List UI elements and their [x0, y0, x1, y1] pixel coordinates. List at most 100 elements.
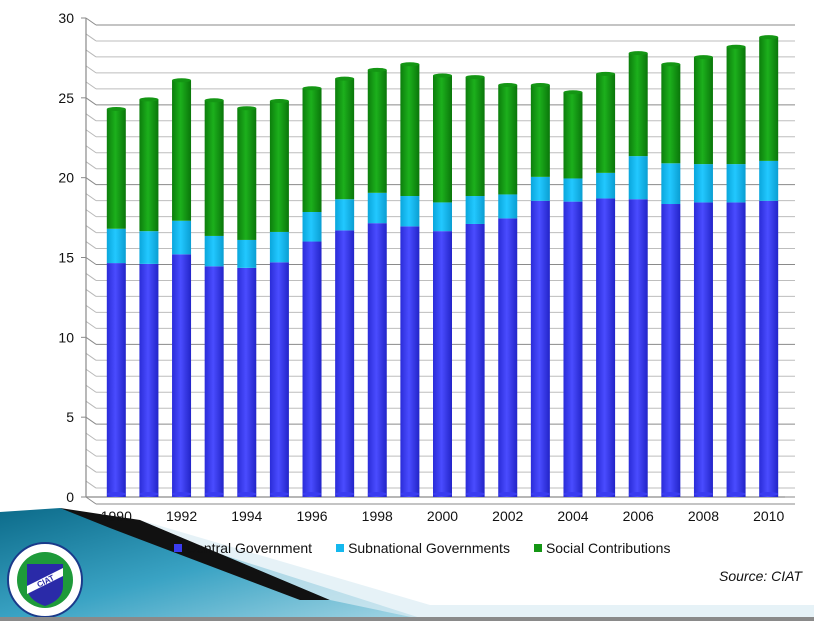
- legend-swatch: [174, 544, 182, 552]
- bar-stack-2004: [563, 90, 583, 497]
- bar-stack-1998: [367, 67, 387, 497]
- bar-base: [237, 492, 257, 496]
- bar-central-government: [693, 202, 713, 498]
- legend-item: Subnational Governments: [336, 540, 510, 556]
- bar-social-contributions: [759, 37, 779, 161]
- gridline-side: [85, 384, 97, 393]
- legend-swatch: [533, 544, 542, 552]
- bar-stack-2010: [759, 35, 779, 497]
- bar-base: [204, 492, 224, 496]
- bar-subnational-governments: [367, 192, 387, 224]
- bar-social-contributions: [628, 53, 648, 157]
- y-tick-label: 25: [58, 90, 74, 106]
- gridline-side: [85, 129, 97, 138]
- bar-base: [400, 492, 420, 496]
- bar-cap: [596, 71, 616, 76]
- bar-stack-1995: [269, 99, 289, 497]
- bar-subnational-governments: [302, 211, 322, 242]
- bar-social-contributions: [661, 64, 681, 164]
- bar-stack-1999: [400, 62, 420, 498]
- bar-cap: [465, 75, 485, 80]
- gridline-side: [85, 33, 97, 42]
- bar-stack-1991: [139, 97, 159, 497]
- bar-subnational-governments: [628, 156, 648, 200]
- bar-base: [367, 492, 387, 496]
- bar-central-government: [498, 218, 518, 498]
- bar-social-contributions: [400, 64, 420, 197]
- bar-social-contributions: [563, 92, 583, 179]
- bar-cap: [139, 97, 159, 102]
- gridline-side: [85, 65, 97, 74]
- bar-base: [139, 492, 159, 496]
- gridline-side: [85, 49, 97, 58]
- bar-social-contributions: [498, 85, 518, 195]
- bar-social-contributions: [204, 100, 224, 236]
- bar-central-government: [172, 254, 192, 497]
- bar-social-contributions: [335, 78, 355, 200]
- bar-stack-2002: [498, 83, 518, 498]
- bar-social-contributions: [465, 77, 485, 197]
- bar-cap: [400, 62, 420, 67]
- gridline-side: [85, 113, 97, 122]
- gridline-side: [85, 448, 97, 457]
- bar-base: [106, 492, 126, 496]
- gridline-side: [85, 17, 97, 26]
- legend: Central Government Subnational Government…: [174, 540, 694, 556]
- gridline-side: [85, 225, 97, 233]
- bars: [106, 35, 779, 498]
- bar-social-contributions: [237, 108, 257, 240]
- y-axis-ticks: 0 5 10 15 20 25 30: [58, 10, 86, 505]
- y-tick-label: 30: [58, 10, 74, 26]
- bar-base: [726, 492, 746, 496]
- bar-cap: [661, 62, 681, 67]
- gridline-side: [85, 97, 97, 106]
- bar-cap: [693, 55, 713, 60]
- bar-stack-2007: [661, 62, 681, 498]
- bar-central-government: [139, 263, 159, 497]
- bar-subnational-governments: [530, 176, 550, 201]
- bar-central-government: [465, 223, 485, 497]
- bar-subnational-governments: [726, 164, 746, 203]
- bar-base: [759, 492, 779, 496]
- bar-central-government: [269, 262, 289, 497]
- bar-base: [335, 492, 355, 496]
- y-tick-label: 15: [58, 250, 74, 266]
- bar-social-contributions: [693, 57, 713, 165]
- bar-cap: [759, 35, 779, 40]
- bar-subnational-governments: [237, 239, 257, 268]
- bar-cap: [367, 67, 387, 72]
- bar-social-contributions: [726, 46, 746, 165]
- bar-subnational-governments: [204, 235, 224, 267]
- bar-central-government: [204, 266, 224, 497]
- bar-base: [530, 492, 550, 496]
- bar-central-government: [596, 198, 616, 497]
- bar-base: [628, 492, 648, 496]
- legend-label: Subnational Governments: [348, 540, 510, 556]
- bar-stack-1997: [335, 76, 355, 497]
- gridline-side: [85, 352, 97, 361]
- gridline-side: [85, 257, 97, 265]
- bar-base: [465, 492, 485, 496]
- bar-stack-2006: [628, 51, 648, 497]
- banner-light-stripe: [140, 520, 814, 621]
- gridline-side: [85, 193, 97, 202]
- gridline-side: [85, 177, 97, 186]
- bar-stack-2003: [530, 83, 550, 497]
- x-tick-label: 1996: [296, 508, 327, 524]
- x-tick-label: 1994: [231, 508, 262, 524]
- bar-cap: [498, 83, 518, 88]
- bar-subnational-governments: [400, 196, 420, 227]
- bar-stack-2000: [433, 73, 452, 497]
- bar-cap: [106, 107, 126, 112]
- bar-central-government: [106, 263, 126, 497]
- legend-label: Social Contributions: [545, 540, 671, 556]
- bar-base: [302, 492, 322, 496]
- gridline-side: [85, 416, 97, 425]
- bar-cap: [302, 86, 322, 91]
- gridline-side: [85, 289, 97, 297]
- gridline-side: [85, 480, 97, 489]
- bar-central-government: [759, 200, 779, 497]
- bar-cap: [269, 99, 289, 104]
- x-tick-label: 1990: [101, 508, 132, 524]
